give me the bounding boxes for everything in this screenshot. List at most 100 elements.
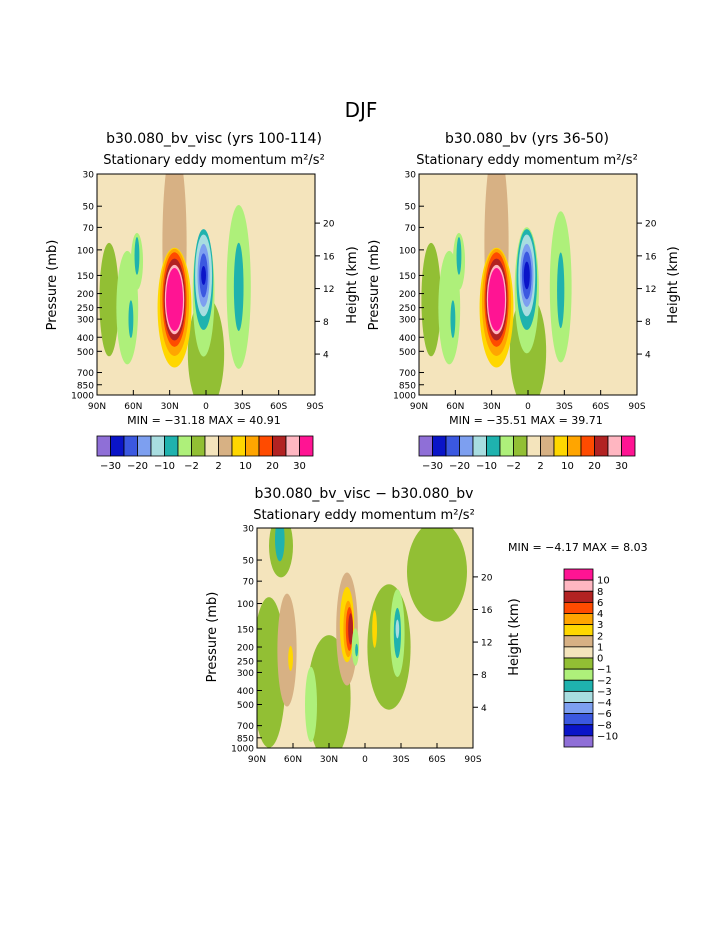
pressure-tick-label: 250 (237, 658, 254, 668)
pressure-tick-label: 50 (405, 203, 417, 213)
contour-region (488, 268, 505, 332)
colorbar-swatch (191, 435, 206, 457)
latitude-tick-label: 0 (362, 755, 368, 765)
colorbar-swatch (472, 435, 487, 457)
diff-colorbar-label: −3 (597, 687, 612, 698)
pressure-tick-label: 200 (77, 290, 94, 300)
latitude-tick-label: 30N (483, 402, 501, 412)
pressure-tick-label: 70 (83, 224, 95, 234)
height-tick-label: 12 (323, 285, 334, 295)
diff-colorbar-swatch (563, 646, 594, 659)
diff-colorbar-swatch (563, 601, 594, 614)
colorbar-label: 2 (537, 461, 543, 472)
pressure-tick-label: 300 (237, 669, 254, 679)
height-tick-label: 4 (481, 704, 487, 714)
height-tick-label: 12 (645, 285, 656, 295)
diff-colorbar-label: 2 (597, 631, 603, 642)
latitude-tick-label: 0 (525, 402, 531, 412)
latitude-tick-label: 90N (88, 402, 106, 412)
colorbar-label: −2 (184, 461, 199, 472)
latitude-tick-label: 90S (464, 755, 481, 765)
contour-region (523, 261, 530, 290)
colorbar-label: 20 (588, 461, 601, 472)
pressure-tick-label: 300 (399, 316, 416, 326)
contour-region (456, 236, 462, 275)
latitude-tick-label: 30S (234, 402, 251, 412)
colorbar-label: 20 (266, 461, 279, 472)
panel-1-contours (97, 174, 315, 395)
diff-colorbar-label: −6 (597, 709, 612, 720)
pressure-tick-label: 1000 (231, 745, 254, 755)
colorbar-label: −30 (100, 461, 121, 472)
contour-region (395, 619, 400, 639)
latitude-tick-label: 60N (446, 402, 464, 412)
latitude-tick-label: 30N (161, 402, 179, 412)
latitude-tick-label: 60N (284, 755, 302, 765)
diff-colorbar-swatch (563, 613, 594, 626)
latitude-tick-label: 90N (248, 755, 266, 765)
contour-region (201, 265, 206, 285)
pressure-tick-label: 400 (399, 334, 416, 344)
colorbar-swatch (272, 435, 287, 457)
colorbar-label: 30 (615, 461, 628, 472)
colorbar-swatch (177, 435, 192, 457)
diff-colorbar-label: −4 (597, 698, 612, 709)
colorbar-label: −30 (422, 461, 443, 472)
colorbar-swatch (621, 435, 636, 457)
colorbar-swatch (285, 435, 300, 457)
pressure-tick-label: 100 (399, 246, 416, 256)
colorbar-label: 2 (215, 461, 221, 472)
contour-region (348, 613, 353, 645)
height-tick-label: 12 (481, 639, 492, 649)
contour-region (277, 593, 297, 707)
colorbar-label: −20 (127, 461, 148, 472)
colorbar-swatch (245, 435, 260, 457)
latitude-tick-label: 60N (124, 402, 142, 412)
diff-colorbar-swatch (563, 657, 594, 670)
diff-colorbar-swatch (563, 624, 594, 637)
panel-1-title: b30.080_bv_visc (yrs 100-114) (106, 131, 322, 147)
diff-colorbar-label: −8 (597, 720, 612, 731)
contour-region (233, 242, 244, 332)
colorbar-swatch (418, 435, 433, 457)
panel-3-subtitle: Stationary eddy momentum m²/s² (253, 508, 475, 523)
panel-1-subtitle: Stationary eddy momentum m²/s² (103, 153, 325, 168)
colorbar-label: −10 (476, 461, 497, 472)
colorbar-swatch (258, 435, 273, 457)
pressure-tick-label: 1000 (71, 392, 94, 402)
colorbar-swatch (459, 435, 474, 457)
diff-colorbar-swatch (563, 590, 594, 603)
chart-marks: 3050701001502002503004005007008501000201… (71, 171, 657, 766)
diff-colorbar-swatch (563, 724, 594, 737)
height-tick-label: 16 (323, 252, 335, 262)
colorbar-swatch (137, 435, 152, 457)
panel-3-stats: MIN = −4.17 MAX = 8.03 (508, 541, 648, 554)
colorbar-label: −20 (449, 461, 470, 472)
height-tick-label: 20 (323, 220, 335, 230)
colorbar-swatch (150, 435, 165, 457)
diff-colorbar-label: −10 (597, 731, 618, 742)
pressure-tick-label: 200 (399, 290, 416, 300)
pressure-tick-label: 150 (237, 625, 254, 635)
latitude-tick-label: 90N (410, 402, 428, 412)
page-title: DJF (345, 98, 378, 122)
pressure-tick-label: 850 (237, 734, 254, 744)
pressure-tick-label: 500 (237, 701, 254, 711)
diff-colorbar-swatch (563, 713, 594, 726)
colorbar-label: 10 (239, 461, 252, 472)
diff-colorbar-swatch (563, 679, 594, 692)
colorbar-swatch (540, 435, 555, 457)
panel-3-y2label: Height (km) (507, 598, 522, 675)
diff-colorbar-swatch (563, 635, 594, 648)
pressure-tick-label: 400 (77, 334, 94, 344)
contour-region (450, 300, 456, 339)
pressure-tick-label: 1000 (393, 392, 416, 402)
contour-region (275, 528, 285, 562)
panel-2-y2label: Height (km) (666, 246, 681, 323)
colorbar-swatch (580, 435, 595, 457)
panel-2-stats: MIN = −35.51 MAX = 39.71 (449, 414, 603, 427)
latitude-tick-label: 90S (628, 402, 645, 412)
colorbar-swatch (110, 435, 125, 457)
contour-region (557, 252, 565, 329)
